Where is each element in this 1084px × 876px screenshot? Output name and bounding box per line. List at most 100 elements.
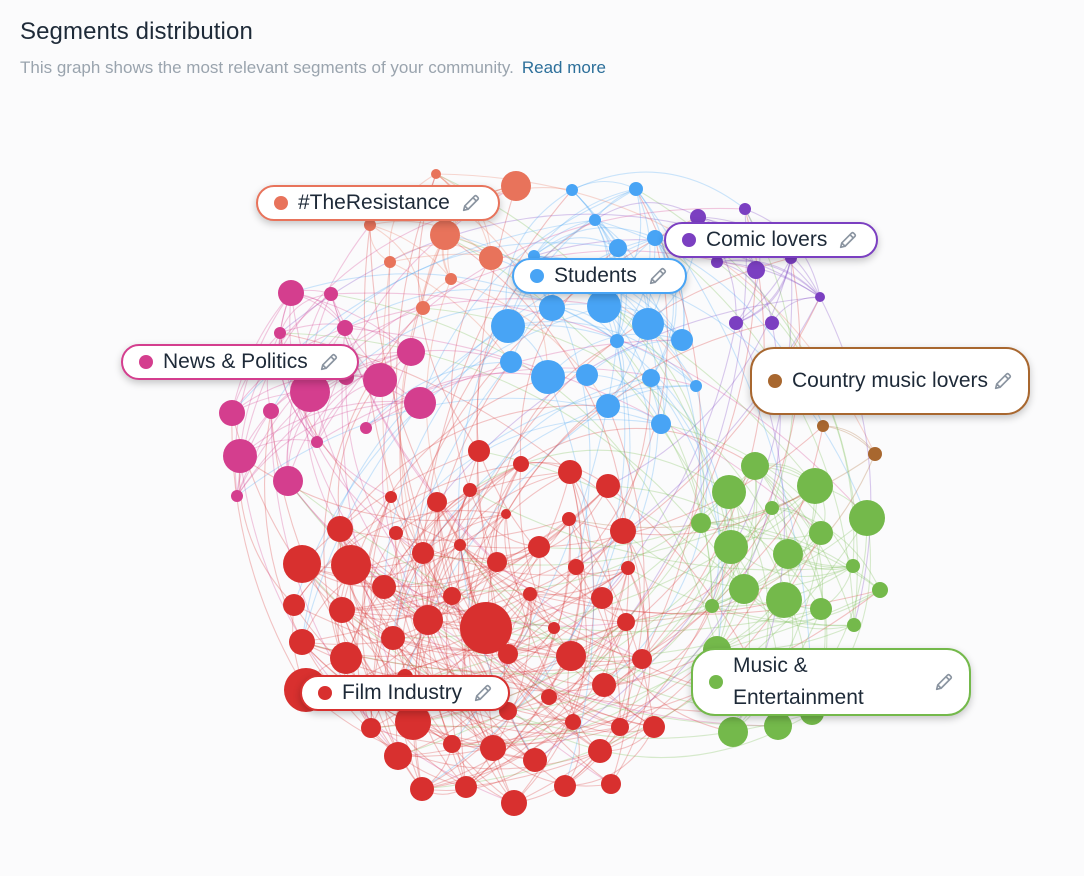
graph-node-students[interactable] — [587, 289, 621, 323]
graph-node-film[interactable] — [329, 597, 355, 623]
graph-node-film[interactable] — [395, 704, 431, 740]
graph-node-film[interactable] — [289, 629, 315, 655]
graph-node-news[interactable] — [263, 403, 279, 419]
graph-node-music[interactable] — [718, 717, 748, 747]
graph-node-film[interactable] — [443, 587, 461, 605]
graph-node-film[interactable] — [443, 735, 461, 753]
graph-node-film[interactable] — [361, 718, 381, 738]
graph-node-film[interactable] — [523, 748, 547, 772]
graph-node-film[interactable] — [513, 456, 529, 472]
graph-node-students[interactable] — [500, 351, 522, 373]
graph-node-news[interactable] — [397, 338, 425, 366]
graph-node-comic[interactable] — [711, 256, 723, 268]
graph-node-film[interactable] — [330, 642, 362, 674]
graph-node-music[interactable] — [691, 513, 711, 533]
graph-node-resistance[interactable] — [431, 169, 441, 179]
graph-node-music[interactable] — [809, 521, 833, 545]
graph-node-music[interactable] — [712, 475, 746, 509]
graph-node-film[interactable] — [372, 575, 396, 599]
graph-node-students[interactable] — [491, 309, 525, 343]
segment-label-music[interactable]: Music & Entertainment — [691, 648, 971, 716]
graph-node-film[interactable] — [381, 626, 405, 650]
graph-node-film[interactable] — [454, 539, 466, 551]
graph-node-music[interactable] — [797, 468, 833, 504]
pencil-icon[interactable] — [460, 192, 482, 214]
graph-node-news[interactable] — [311, 436, 323, 448]
graph-node-film[interactable] — [591, 587, 613, 609]
graph-node-music[interactable] — [773, 539, 803, 569]
graph-node-film[interactable] — [412, 542, 434, 564]
segment-label-resistance[interactable]: #TheResistance — [256, 185, 500, 221]
graph-node-comic[interactable] — [739, 203, 751, 215]
graph-node-film[interactable] — [487, 552, 507, 572]
graph-node-music[interactable] — [705, 599, 719, 613]
graph-node-music[interactable] — [847, 618, 861, 632]
graph-node-news[interactable] — [219, 400, 245, 426]
graph-node-students[interactable] — [651, 414, 671, 434]
graph-node-film[interactable] — [384, 742, 412, 770]
graph-node-resistance[interactable] — [479, 246, 503, 270]
graph-node-students[interactable] — [629, 182, 643, 196]
graph-node-students[interactable] — [566, 184, 578, 196]
read-more-link[interactable]: Read more — [521, 58, 606, 77]
segment-label-film[interactable]: Film Industry — [300, 675, 510, 711]
graph-node-film[interactable] — [427, 492, 447, 512]
graph-node-news[interactable] — [290, 372, 330, 412]
graph-node-comic[interactable] — [765, 316, 779, 330]
graph-node-resistance[interactable] — [501, 171, 531, 201]
graph-node-music[interactable] — [765, 501, 779, 515]
graph-node-film[interactable] — [588, 739, 612, 763]
graph-node-resistance[interactable] — [416, 301, 430, 315]
pencil-icon[interactable] — [837, 229, 859, 251]
graph-node-film[interactable] — [327, 516, 353, 542]
graph-node-film[interactable] — [283, 594, 305, 616]
graph-node-film[interactable] — [643, 716, 665, 738]
graph-node-film[interactable] — [463, 483, 477, 497]
graph-node-country[interactable] — [817, 420, 829, 432]
graph-node-film[interactable] — [601, 774, 621, 794]
graph-node-film[interactable] — [528, 536, 550, 558]
graph-node-comic[interactable] — [815, 292, 825, 302]
graph-node-film[interactable] — [548, 622, 560, 634]
graph-node-country[interactable] — [868, 447, 882, 461]
graph-node-music[interactable] — [849, 500, 885, 536]
graph-node-resistance[interactable] — [430, 220, 460, 250]
graph-node-music[interactable] — [729, 574, 759, 604]
graph-node-news[interactable] — [278, 280, 304, 306]
graph-node-film[interactable] — [617, 613, 635, 631]
graph-node-news[interactable] — [404, 387, 436, 419]
graph-node-music[interactable] — [766, 582, 802, 618]
graph-node-film[interactable] — [541, 689, 557, 705]
graph-node-comic[interactable] — [729, 316, 743, 330]
segment-label-country[interactable]: Country music lovers — [750, 347, 1030, 415]
graph-node-students[interactable] — [690, 380, 702, 392]
segment-label-news[interactable]: News & Politics — [121, 344, 359, 380]
pencil-icon[interactable] — [318, 351, 340, 373]
graph-node-film[interactable] — [558, 460, 582, 484]
graph-node-news[interactable] — [324, 287, 338, 301]
graph-node-news[interactable] — [223, 439, 257, 473]
graph-node-music[interactable] — [810, 598, 832, 620]
graph-node-students[interactable] — [632, 308, 664, 340]
pencil-icon[interactable] — [933, 671, 955, 693]
graph-node-news[interactable] — [274, 327, 286, 339]
graph-node-film[interactable] — [468, 440, 490, 462]
pencil-icon[interactable] — [992, 370, 1014, 392]
graph-node-film[interactable] — [565, 714, 581, 730]
graph-node-students[interactable] — [610, 334, 624, 348]
graph-node-film[interactable] — [498, 644, 518, 664]
graph-node-students[interactable] — [642, 369, 660, 387]
pencil-icon[interactable] — [472, 682, 494, 704]
graph-node-film[interactable] — [385, 491, 397, 503]
graph-node-news[interactable] — [231, 490, 243, 502]
graph-node-resistance[interactable] — [364, 219, 376, 231]
graph-node-news[interactable] — [363, 363, 397, 397]
graph-node-film[interactable] — [523, 587, 537, 601]
graph-node-film[interactable] — [455, 776, 477, 798]
graph-node-film[interactable] — [632, 649, 652, 669]
pencil-icon[interactable] — [647, 265, 669, 287]
graph-node-film[interactable] — [568, 559, 584, 575]
graph-node-students[interactable] — [596, 394, 620, 418]
graph-node-film[interactable] — [283, 545, 321, 583]
graph-node-film[interactable] — [556, 641, 586, 671]
